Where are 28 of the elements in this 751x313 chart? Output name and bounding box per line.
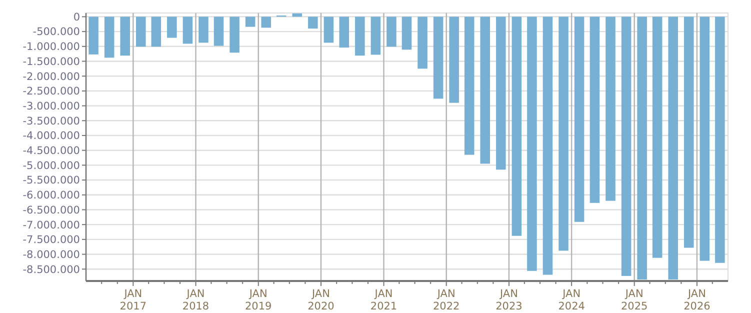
y-tick-label: -3.000.000 [22,100,80,112]
y-tick-label: -4.500.000 [22,145,80,158]
x-tick-label: JAN 2018 [182,288,210,312]
x-tick-label: JAN 2022 [432,288,460,312]
y-tick-label: -500.000 [32,26,80,38]
y-tick-label: -8.000.000 [22,248,80,261]
y-tick-label: -7.500.000 [22,234,80,246]
x-tick-label: JAN 2023 [496,288,522,312]
x-tick-label: JAN 2020 [308,288,334,312]
y-tick-label: -1.500.000 [22,56,80,68]
y-tick-label: -6.000.000 [22,190,80,202]
y-tick-label: -2.000.000 [22,70,80,83]
y-tick-label: -8.500.000 [22,264,80,276]
y-tick-label: -7.000.000 [22,219,80,232]
x-tick-label: JAN 2017 [120,288,147,312]
x-tick-label: JAN 2024 [558,288,586,312]
y-tick-label: -4.000.000 [22,130,80,142]
y-tick-label: -3.500.000 [22,115,80,128]
x-tick-label: JAN 2019 [245,288,272,312]
y-tick-label: -2.500.000 [22,86,80,98]
y-tick-label: -6.500.000 [22,204,80,216]
y-tick-label: -1.000.000 [22,41,80,54]
x-tick-label: JAN 2025 [620,288,648,312]
x-tick-label: JAN 2026 [684,288,711,312]
y-tick-label: -5.000.000 [22,160,80,172]
y-tick-label: -5.500.000 [22,174,80,187]
y-tick-label: 0 [73,11,80,24]
x-tick-label: JAN 2021 [370,288,398,312]
